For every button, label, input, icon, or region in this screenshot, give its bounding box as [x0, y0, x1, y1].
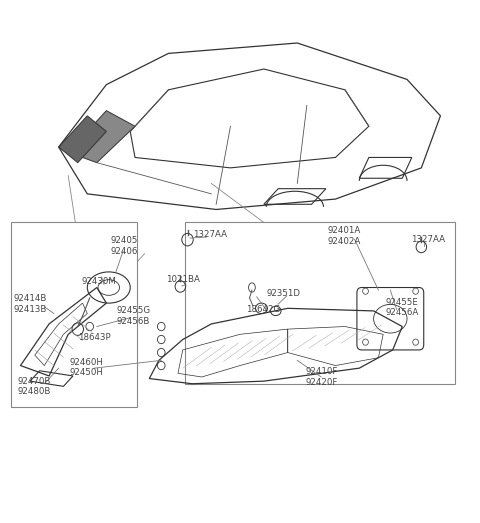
Bar — [11, 222, 137, 407]
Polygon shape — [59, 116, 107, 163]
Bar — [185, 222, 455, 384]
Text: 18643P: 18643P — [78, 333, 111, 342]
Text: 92455G
92456B: 92455G 92456B — [117, 306, 151, 326]
Text: 92405
92406: 92405 92406 — [111, 236, 138, 256]
Text: 92351D: 92351D — [267, 289, 301, 298]
Text: 92430M: 92430M — [82, 277, 117, 286]
Text: 1021BA: 1021BA — [166, 275, 200, 284]
Polygon shape — [68, 111, 135, 163]
Text: 1327AA: 1327AA — [193, 231, 228, 240]
Text: 92401A
92402A: 92401A 92402A — [327, 226, 360, 246]
Text: 92410F
92420F: 92410F 92420F — [306, 367, 338, 386]
Text: 92470B
92480B: 92470B 92480B — [17, 377, 50, 396]
Text: 18642G: 18642G — [246, 305, 280, 314]
Text: 1327AA: 1327AA — [410, 235, 444, 244]
Text: 92460H
92450H: 92460H 92450H — [70, 358, 103, 377]
Text: 92414B
92413B: 92414B 92413B — [13, 294, 47, 314]
Text: 92455E
92456A: 92455E 92456A — [385, 298, 419, 317]
